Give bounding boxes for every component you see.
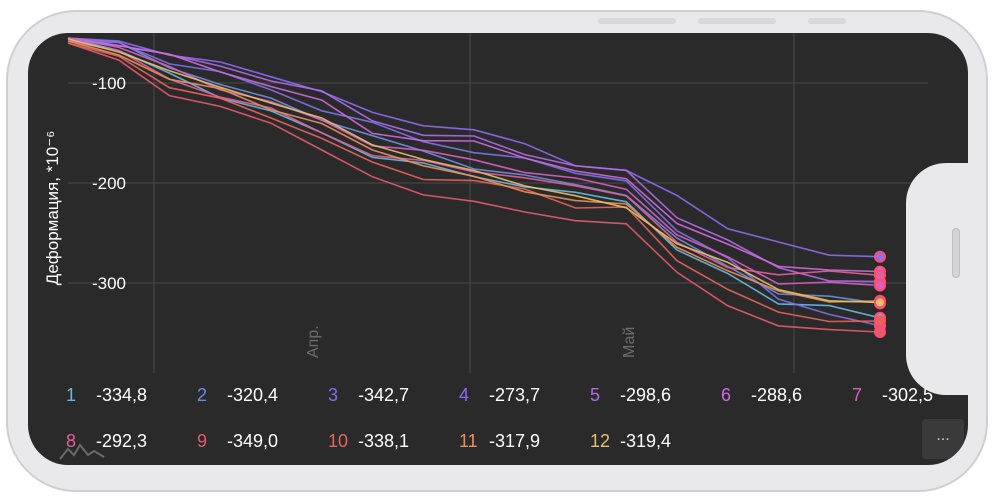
legend-number: 4 xyxy=(459,385,470,405)
legend-value: -342,7 xyxy=(358,385,410,405)
legend-item-5[interactable]: 5 -298,6 xyxy=(590,385,671,406)
x-tick-label: Май xyxy=(621,327,638,358)
legend-number: 1 xyxy=(66,385,77,405)
legend-item-7[interactable]: 7 -302,5 xyxy=(852,385,933,406)
series-endpoint-9[interactable] xyxy=(874,326,886,338)
legend-value: -292,3 xyxy=(96,431,148,451)
legend-item-10[interactable]: 10 -338,1 xyxy=(328,431,409,452)
legend-value: -319,4 xyxy=(620,431,672,451)
series-line-11 xyxy=(67,40,881,303)
legend-item-2[interactable]: 2 -320,4 xyxy=(197,385,278,406)
series-endpoint-10[interactable] xyxy=(874,315,886,328)
series-line-5 xyxy=(67,37,881,283)
series-line-9 xyxy=(67,42,881,333)
y-tick-label: -100 xyxy=(92,74,126,93)
legend-number: 10 xyxy=(328,431,349,451)
series-endpoint-8[interactable] xyxy=(874,269,886,282)
legend-item-12[interactable]: 12 -319,4 xyxy=(590,431,671,452)
legend-number: 12 xyxy=(590,431,611,451)
y-tick-labels: -100 -200 -300 xyxy=(92,74,126,293)
legend-item-9[interactable]: 9 -349,0 xyxy=(197,431,278,452)
legend-item-3[interactable]: 3 -342,7 xyxy=(328,385,409,406)
phone-button xyxy=(808,18,846,24)
legend-value: -298,6 xyxy=(620,385,672,405)
legend-value: -320,4 xyxy=(227,385,279,405)
series-line-1 xyxy=(67,37,881,319)
legend-number: 7 xyxy=(852,385,863,405)
series-line-2 xyxy=(67,37,881,305)
legend-number: 2 xyxy=(197,385,208,405)
series-line-10 xyxy=(67,42,881,323)
legend-item-8[interactable]: 8 -292,3 xyxy=(66,431,147,452)
legend-value: -302,5 xyxy=(882,385,934,405)
x-tick-labels: Апр. Май xyxy=(305,325,638,358)
legend-number: 6 xyxy=(721,385,732,405)
legend-value: -334,8 xyxy=(96,385,148,405)
series-line-7 xyxy=(67,37,881,287)
y-axis-label: Деформация, *10⁻⁶ xyxy=(43,131,62,285)
y-tick-label: -300 xyxy=(92,274,126,293)
legend-number: 11 xyxy=(459,431,478,451)
legend-number: 9 xyxy=(197,431,208,451)
app-screen: -100 -200 -300 Апр. Май Деформация, *10⁻⁶ 1… xyxy=(28,33,968,465)
series-line-6 xyxy=(67,37,881,273)
legend-item-1[interactable]: 1 -334,8 xyxy=(66,385,147,406)
legend-value: -317,9 xyxy=(489,431,541,451)
chart-lines xyxy=(67,37,881,333)
series-line-4 xyxy=(67,37,881,258)
screen-notch xyxy=(906,163,968,395)
legend-number: 8 xyxy=(66,431,77,451)
legend-value: -349,0 xyxy=(227,431,279,451)
legend-item-11[interactable]: 11 -317,9 xyxy=(459,431,540,452)
x-tick-label: Апр. xyxy=(305,325,322,358)
chart-endpoints xyxy=(874,250,886,338)
y-tick-label: -200 xyxy=(92,174,126,193)
phone-button xyxy=(698,18,776,24)
series-endpoint-4[interactable] xyxy=(874,250,886,263)
legend-item-4[interactable]: 4 -273,7 xyxy=(459,385,540,406)
series-line-12 xyxy=(67,38,881,304)
legend: 1 -334,8 2 -320,4 3 -342,7 4 -273,7 5 -298,6 6 -288… xyxy=(28,373,968,463)
series-line-8 xyxy=(67,40,881,277)
legend-number: 3 xyxy=(328,385,339,405)
logo-icon xyxy=(59,443,105,460)
legend-value: -338,1 xyxy=(358,431,410,451)
side-sensor xyxy=(952,228,960,278)
legend-item-6[interactable]: 6 -288,6 xyxy=(721,385,802,406)
phone-button xyxy=(598,18,676,24)
chart-grid xyxy=(68,33,928,373)
series-endpoint-7[interactable] xyxy=(874,279,886,292)
more-button[interactable]: ... xyxy=(922,419,964,459)
series-endpoint-12[interactable] xyxy=(874,296,886,309)
deformation-chart: -100 -200 -300 Апр. Май Деформация, *10⁻⁶ xyxy=(43,33,928,373)
legend-value: -273,7 xyxy=(489,385,541,405)
legend-value: -288,6 xyxy=(751,385,803,405)
legend-number: 5 xyxy=(590,385,601,405)
